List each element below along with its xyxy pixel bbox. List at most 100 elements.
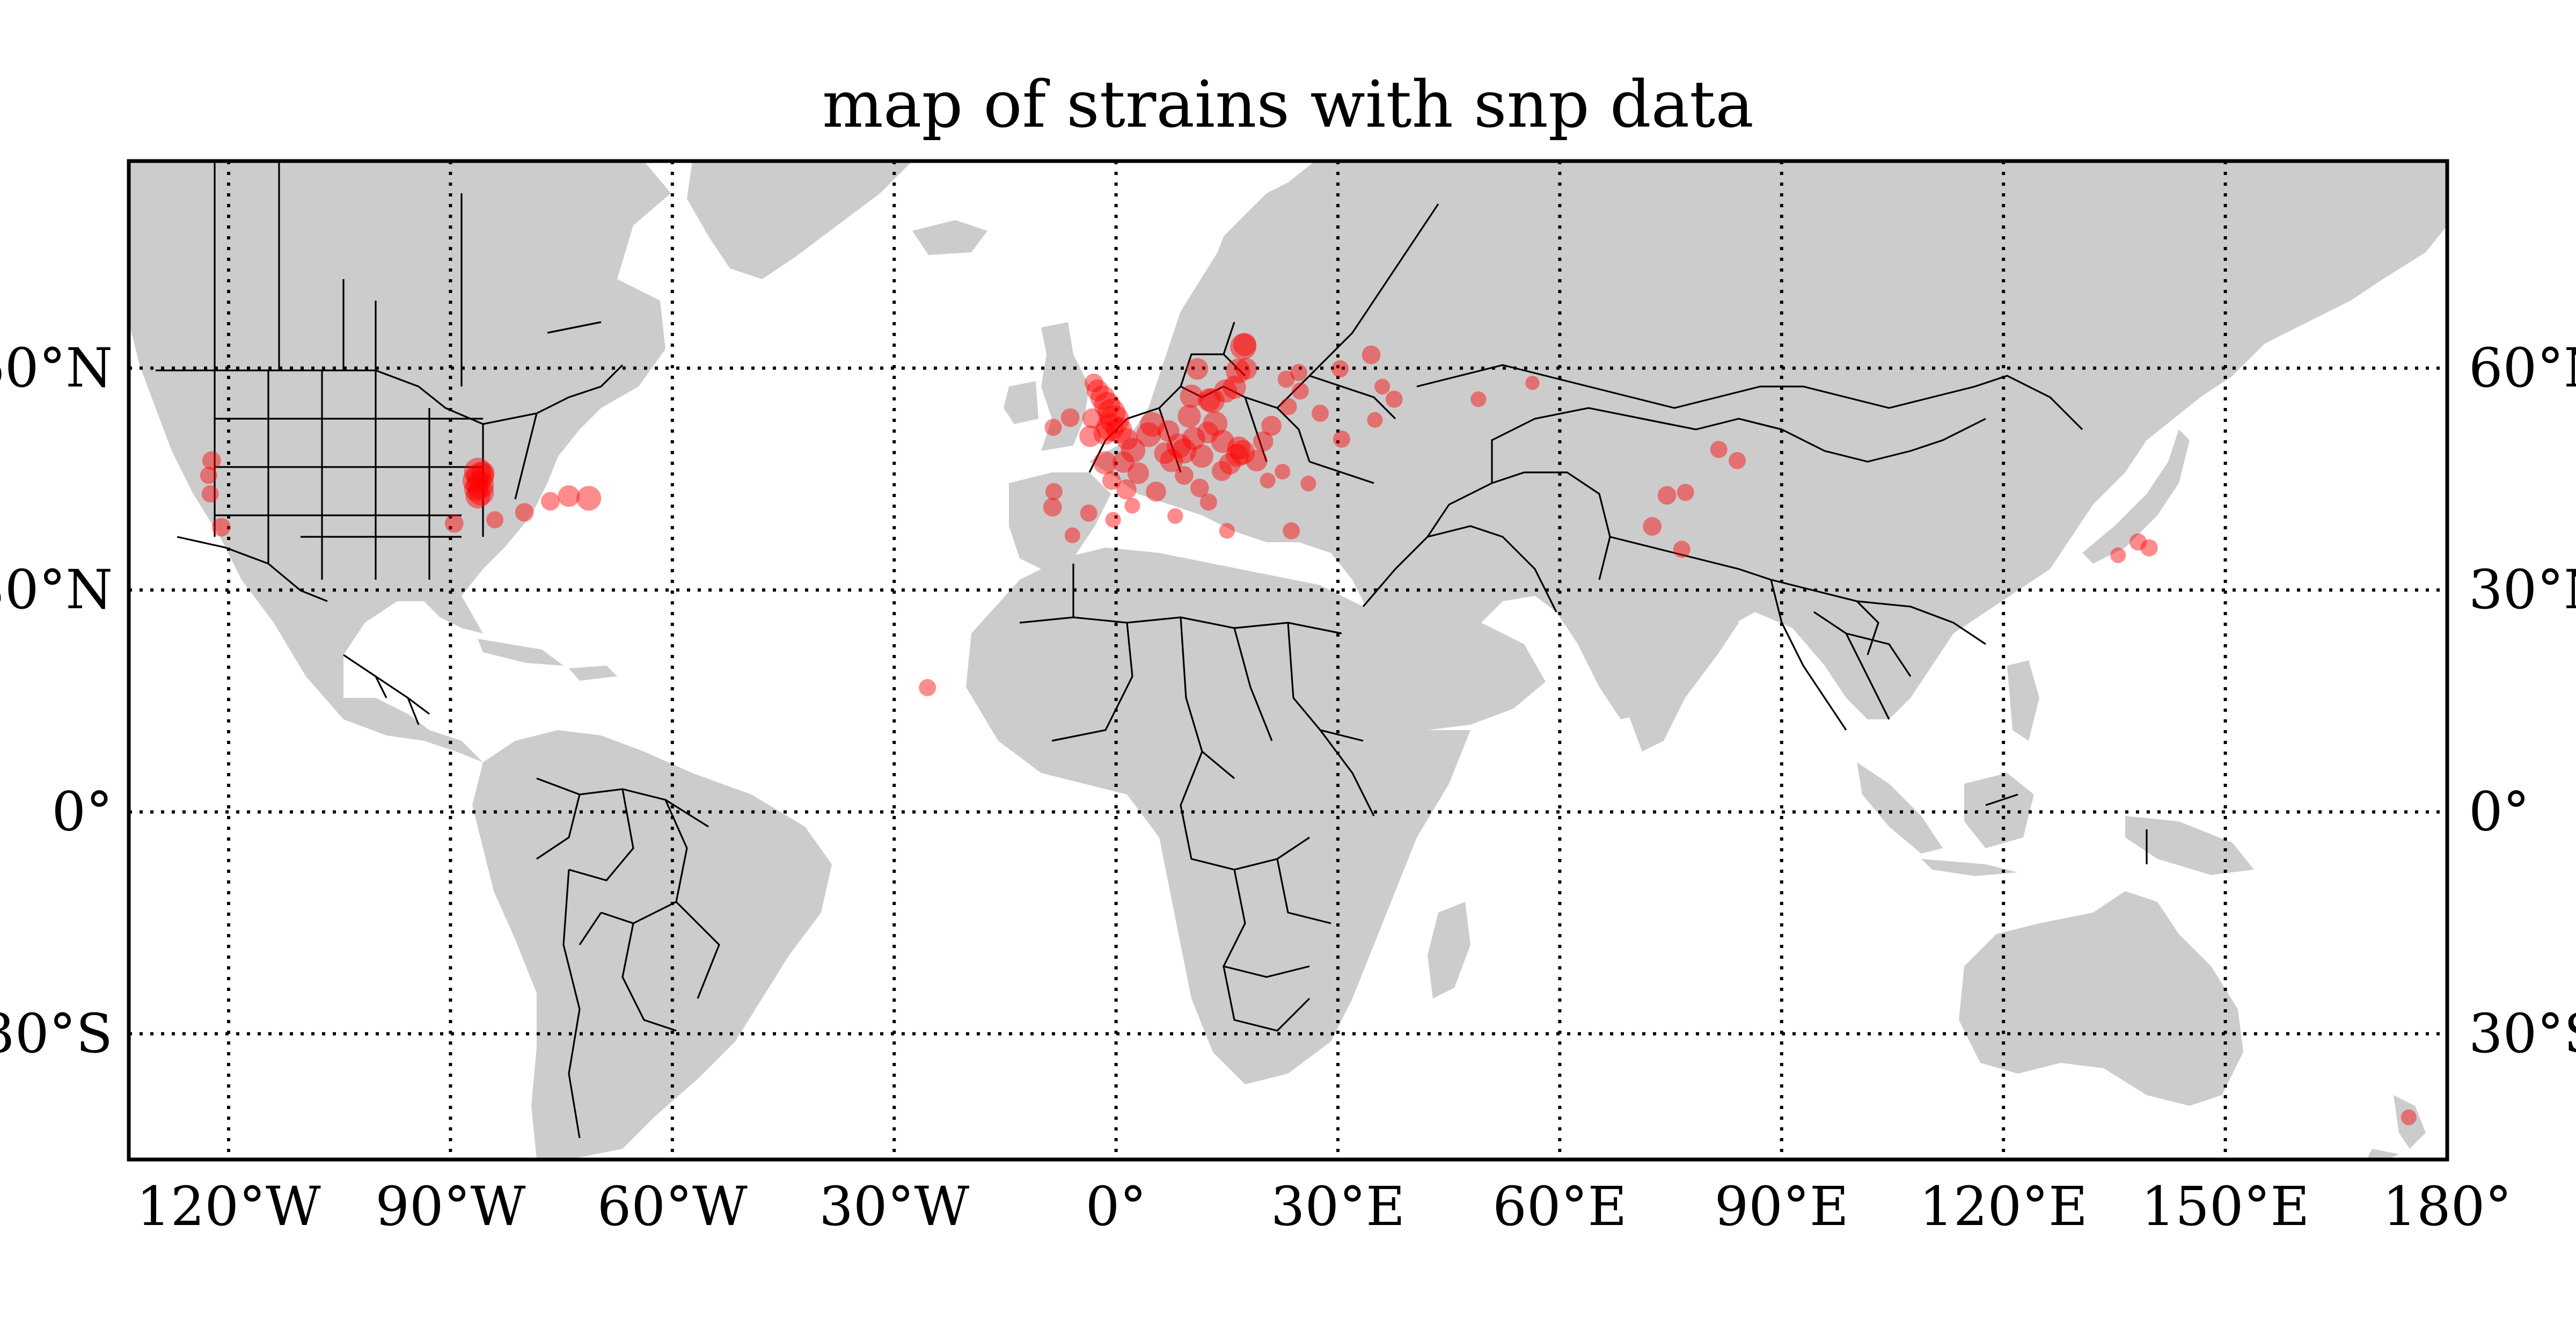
lat-label-left-0: 30°S	[0, 1002, 113, 1065]
lat-label-right-1: 0°	[2469, 780, 2530, 843]
landmass-iberia	[1009, 472, 1111, 569]
lat-label-right-0: 30°S	[2469, 1002, 2576, 1065]
lon-label-0: 120°W	[136, 1175, 321, 1238]
lon-label-10: 180°	[2383, 1175, 2512, 1238]
strain-point-8	[576, 486, 602, 511]
strain-point-5	[467, 479, 494, 506]
landmass-arctic-islands	[301, 161, 617, 199]
strain-point-57	[1246, 449, 1268, 472]
landmass-ireland	[1004, 381, 1038, 424]
strain-point-13	[200, 466, 217, 484]
strain-point-44	[1172, 439, 1197, 464]
strain-point-88	[1080, 504, 1097, 522]
strain-point-22	[1097, 398, 1126, 427]
strain-point-62	[1186, 358, 1209, 380]
strain-points	[200, 333, 2417, 1126]
strain-point-36	[1093, 451, 1117, 475]
strain-point-25	[1106, 417, 1132, 443]
strain-point-33	[1121, 438, 1146, 463]
lat-label-left-3: 60°N	[0, 337, 113, 399]
strain-point-39	[1116, 479, 1137, 500]
strain-point-52	[1227, 436, 1250, 460]
strain-point-74	[1311, 404, 1329, 422]
strain-point-46	[1190, 444, 1214, 468]
strain-point-61	[1180, 384, 1203, 408]
strain-point-64	[1223, 376, 1246, 399]
strain-point-83	[1190, 478, 1209, 498]
strain-point-80	[1333, 431, 1350, 448]
strain-point-24	[1096, 413, 1124, 441]
strain-point-10	[515, 503, 534, 522]
borders-central-america	[343, 654, 430, 725]
landmass-new-guinea	[2125, 816, 2254, 875]
map-area	[129, 161, 2447, 1160]
strain-point-77	[1374, 378, 1391, 395]
lon-label-8: 120°E	[1919, 1175, 2088, 1238]
strain-point-79	[1367, 412, 1383, 428]
strain-point-91	[1064, 527, 1080, 543]
strain-point-92	[1124, 498, 1140, 514]
strain-point-32	[1136, 422, 1161, 447]
strain-point-85	[1199, 493, 1217, 511]
landmass-new-zealand-south	[2367, 1149, 2399, 1160]
strain-point-55	[1211, 461, 1232, 482]
landmass-new-zealand	[2394, 1095, 2426, 1149]
strain-point-48	[1197, 421, 1219, 443]
strain-point-93	[1105, 512, 1121, 528]
strain-point-54	[1219, 453, 1241, 475]
strain-point-76	[1331, 360, 1349, 378]
strain-point-18	[1084, 373, 1103, 392]
strain-point-3	[466, 471, 494, 499]
strain-point-6	[465, 484, 491, 509]
country-borders	[156, 161, 2148, 1139]
lon-label-9: 150°E	[2141, 1175, 2310, 1238]
strain-point-47	[1203, 411, 1228, 436]
strain-point-63	[1199, 388, 1225, 413]
strain-point-59	[1253, 431, 1274, 451]
strain-point-38	[1146, 482, 1166, 502]
strain-point-100	[1643, 517, 1662, 536]
strain-point-66	[1225, 359, 1250, 384]
lat-label-left-1: 0°	[52, 780, 113, 843]
landmass-cuba	[478, 639, 564, 666]
strain-point-0	[464, 457, 492, 486]
landmass-eurasia	[1089, 161, 2447, 719]
strain-point-70	[1277, 370, 1295, 388]
borders-southeast-asia	[1770, 579, 2018, 806]
borders-russia-china-mongolia	[1416, 364, 2083, 655]
landmass-japan	[2082, 429, 2190, 564]
map-frame	[127, 159, 2449, 1162]
lon-label-2: 60°W	[597, 1175, 748, 1238]
strain-point-90	[1045, 483, 1063, 500]
landmass-iceland	[912, 220, 987, 255]
strain-point-105	[2140, 539, 2158, 557]
lat-label-left-2: 30°N	[0, 558, 113, 621]
strain-point-81	[1275, 464, 1291, 480]
strain-point-14	[201, 485, 219, 502]
latitude-labels-left: 30°S 0° 30°N 60°N	[0, 337, 113, 1065]
lon-label-7: 90°E	[1715, 1175, 1849, 1238]
strain-point-45	[1182, 427, 1205, 450]
strain-point-97	[1525, 376, 1540, 390]
strain-point-49	[1177, 404, 1201, 428]
strain-point-67	[1235, 358, 1257, 380]
strain-point-43	[1166, 433, 1191, 458]
strain-point-40	[1102, 471, 1121, 490]
strain-point-107	[919, 679, 936, 696]
strain-point-15	[211, 517, 231, 537]
landmass-australia	[1959, 891, 2243, 1106]
chart-title: map of strains with snp data	[822, 68, 1754, 142]
strain-point-86	[1219, 523, 1235, 539]
borders-south-america	[536, 777, 720, 1139]
strain-point-69	[1233, 333, 1256, 356]
strain-point-84	[1174, 466, 1194, 485]
strain-point-1	[466, 462, 494, 490]
strain-point-78	[1385, 390, 1403, 408]
strain-point-35	[1113, 451, 1135, 473]
strain-point-41	[1154, 442, 1176, 464]
strain-point-72	[1291, 382, 1309, 400]
strain-point-23	[1100, 405, 1130, 435]
strain-point-28	[1082, 408, 1103, 429]
strain-point-9	[558, 485, 580, 507]
strain-point-71	[1290, 364, 1307, 382]
